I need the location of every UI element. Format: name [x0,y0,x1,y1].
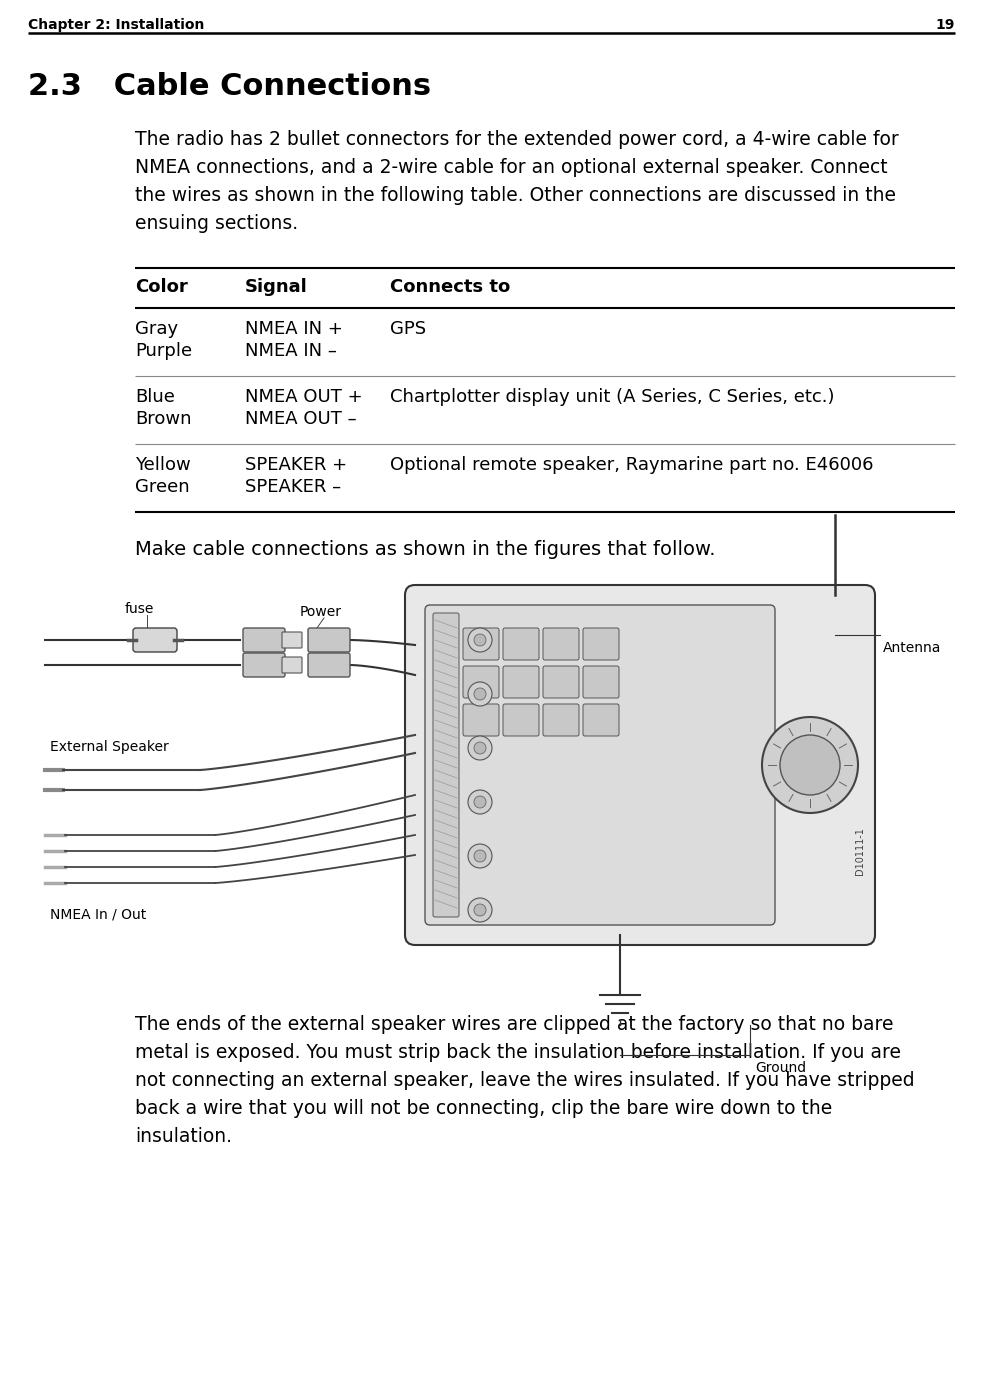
FancyBboxPatch shape [282,656,302,673]
Text: the wires as shown in the following table. Other connections are discussed in th: the wires as shown in the following tabl… [135,186,896,205]
FancyBboxPatch shape [503,627,539,661]
FancyBboxPatch shape [543,666,579,698]
Text: Signal: Signal [245,278,308,296]
Circle shape [474,904,486,915]
Text: Yellow: Yellow [135,456,191,474]
Text: not connecting an external speaker, leave the wires insulated. If you have strip: not connecting an external speaker, leav… [135,1071,914,1090]
Circle shape [474,688,486,699]
Text: ensuing sections.: ensuing sections. [135,215,298,233]
Circle shape [468,627,492,652]
Circle shape [474,742,486,753]
Text: Color: Color [135,278,188,296]
Text: NMEA connections, and a 2-wire cable for an optional external speaker. Connect: NMEA connections, and a 2-wire cable for… [135,158,888,177]
Text: SPEAKER –: SPEAKER – [245,478,341,496]
Text: Blue: Blue [135,388,175,406]
FancyBboxPatch shape [243,627,285,652]
Text: SPEAKER +: SPEAKER + [245,456,347,474]
FancyBboxPatch shape [543,627,579,661]
Text: Power: Power [300,605,342,619]
Text: Make cable connections as shown in the figures that follow.: Make cable connections as shown in the f… [135,540,716,560]
Circle shape [468,897,492,922]
Text: insulation.: insulation. [135,1127,232,1145]
Text: The radio has 2 bullet connectors for the extended power cord, a 4-wire cable fo: The radio has 2 bullet connectors for th… [135,130,898,150]
FancyBboxPatch shape [543,704,579,735]
Circle shape [468,789,492,814]
FancyBboxPatch shape [583,704,619,735]
Text: Chapter 2: Installation: Chapter 2: Installation [28,18,204,32]
Text: back a wire that you will not be connecting, clip the bare wire down to the: back a wire that you will not be connect… [135,1100,833,1118]
Text: 19: 19 [936,18,955,32]
Text: Connects to: Connects to [390,278,510,296]
FancyBboxPatch shape [583,666,619,698]
Text: NMEA In / Out: NMEA In / Out [50,907,146,921]
FancyBboxPatch shape [583,627,619,661]
Text: Antenna: Antenna [883,641,942,655]
Text: Optional remote speaker, Raymarine part no. E46006: Optional remote speaker, Raymarine part … [390,456,874,474]
Circle shape [474,634,486,645]
FancyBboxPatch shape [308,627,350,652]
Text: Chartplotter display unit (A Series, C Series, etc.): Chartplotter display unit (A Series, C S… [390,388,835,406]
Text: The ends of the external speaker wires are clipped at the factory so that no bar: The ends of the external speaker wires a… [135,1015,894,1035]
Circle shape [474,850,486,861]
FancyBboxPatch shape [243,652,285,677]
FancyBboxPatch shape [433,614,459,917]
FancyBboxPatch shape [133,627,177,652]
Circle shape [474,796,486,807]
FancyBboxPatch shape [503,666,539,698]
Text: metal is exposed. You must strip back the insulation before installation. If you: metal is exposed. You must strip back th… [135,1043,901,1062]
Text: Ground: Ground [755,1061,806,1075]
Text: NMEA IN –: NMEA IN – [245,342,337,360]
Text: fuse: fuse [125,602,154,616]
Circle shape [780,735,840,795]
FancyBboxPatch shape [425,605,775,925]
Text: D10111-1: D10111-1 [855,827,865,875]
Text: External Speaker: External Speaker [50,740,169,753]
Text: Green: Green [135,478,190,496]
Text: 2.3   Cable Connections: 2.3 Cable Connections [28,72,432,101]
Text: Purple: Purple [135,342,192,360]
Text: Brown: Brown [135,410,192,428]
Text: Gray: Gray [135,320,178,338]
FancyBboxPatch shape [463,666,499,698]
Text: NMEA OUT +: NMEA OUT + [245,388,363,406]
FancyBboxPatch shape [282,632,302,648]
Text: NMEA OUT –: NMEA OUT – [245,410,357,428]
FancyBboxPatch shape [405,584,875,945]
Circle shape [468,843,492,868]
FancyBboxPatch shape [463,627,499,661]
Circle shape [762,717,858,813]
Text: GPS: GPS [390,320,426,338]
FancyBboxPatch shape [463,704,499,735]
FancyBboxPatch shape [308,652,350,677]
Text: NMEA IN +: NMEA IN + [245,320,343,338]
Circle shape [468,735,492,760]
FancyBboxPatch shape [503,704,539,735]
Circle shape [468,681,492,706]
